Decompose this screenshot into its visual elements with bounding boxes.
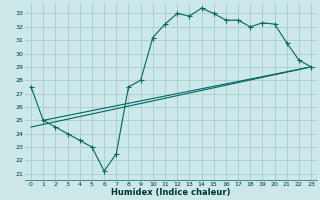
- X-axis label: Humidex (Indice chaleur): Humidex (Indice chaleur): [111, 188, 231, 197]
